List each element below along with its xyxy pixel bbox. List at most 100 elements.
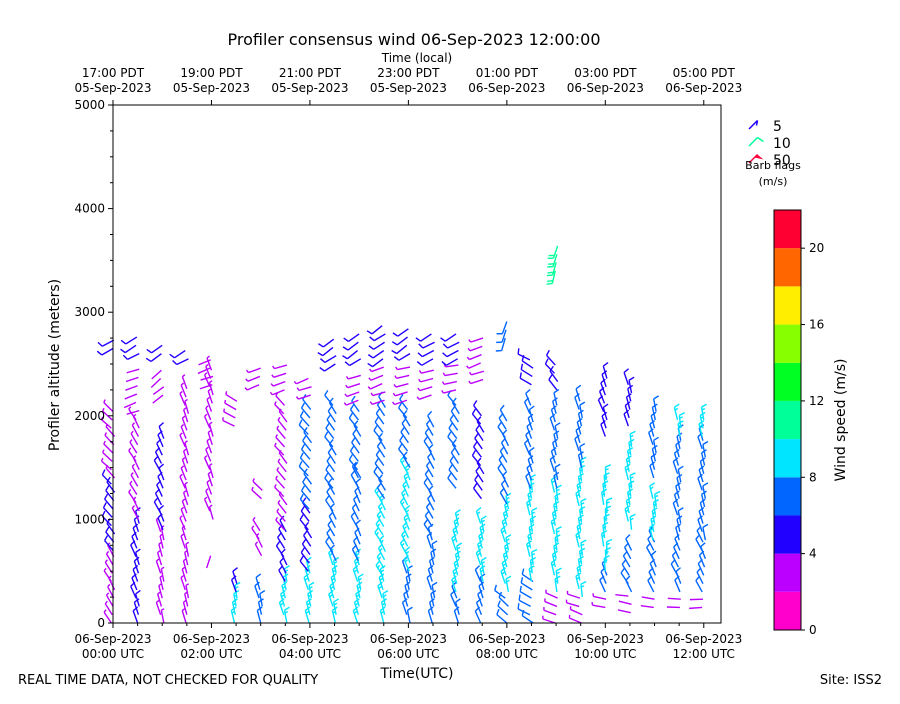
wind-barb-halfflag xyxy=(131,431,133,433)
colorbar-swatch xyxy=(774,515,801,553)
y-tick-label: 4000 xyxy=(74,202,105,216)
wind-barb-flag xyxy=(401,427,404,432)
wind-barb-halfflag xyxy=(182,609,185,611)
wind-barb-staff xyxy=(546,593,558,598)
wind-barb-staff xyxy=(182,611,186,623)
x-tick-date: 06-Sep-2023 xyxy=(567,632,644,646)
wind-column xyxy=(318,339,339,623)
wind-barb-flag xyxy=(375,528,378,533)
wind-barb-flag xyxy=(498,601,500,606)
wind-barb-staff xyxy=(522,361,533,368)
wind-barb-halfflag xyxy=(402,502,404,504)
wind-barb-flag xyxy=(328,448,332,453)
wind-barb-staff xyxy=(349,334,360,341)
wind-barb-staff xyxy=(545,602,557,607)
wind-barb-halfflag xyxy=(226,391,227,394)
wind-barb-flag xyxy=(368,363,373,366)
wind-barb-halfflag xyxy=(184,408,187,410)
wind-barb-flag xyxy=(342,356,347,359)
x-tick-time: 04:00 UTC xyxy=(279,647,341,661)
wind-column xyxy=(367,326,388,623)
wind-barb-flag xyxy=(702,404,707,407)
wind-barb-halfflag xyxy=(255,542,257,544)
wind-barb-halfflag xyxy=(209,422,212,424)
wind-column xyxy=(689,404,708,608)
wind-barb-staff xyxy=(601,424,605,436)
wind-barb-halfflag xyxy=(180,474,182,476)
wind-barb-staff xyxy=(575,439,579,451)
wind-barb-flag xyxy=(302,539,305,544)
wind-barb-staff xyxy=(689,607,702,608)
wind-barb-staff xyxy=(325,356,336,363)
wind-barb-flag xyxy=(352,438,355,443)
wind-barb-staff xyxy=(598,400,603,412)
wind-column xyxy=(270,365,289,623)
wind-barb-flag xyxy=(369,346,374,350)
wind-barb-halfflag xyxy=(104,610,106,613)
x-tick-time: 02:00 UTC xyxy=(180,647,242,661)
wind-barb-staff xyxy=(703,527,705,540)
wind-barb-halfflag xyxy=(252,526,254,529)
wind-barb-flag xyxy=(345,362,350,366)
wind-barb-flag xyxy=(506,576,511,579)
wind-barb-flag xyxy=(327,456,330,461)
x-tick-time: 00:00 UTC xyxy=(82,647,144,661)
wind-barb-staff xyxy=(502,322,506,334)
wind-barb-flag xyxy=(146,358,151,361)
wind-barb-halfflag xyxy=(132,423,134,425)
wind-barb-halfflag xyxy=(357,553,360,555)
wind-barb-halfflag xyxy=(131,473,133,475)
wind-barb-halfflag xyxy=(331,587,334,589)
wind-barb-staff xyxy=(209,424,213,436)
wind-barb-staff xyxy=(125,394,137,399)
wind-barb-flag xyxy=(443,353,447,357)
wind-barb-staff xyxy=(183,561,186,574)
wind-barb-flag xyxy=(233,568,238,572)
wind-barb-flag xyxy=(678,466,683,469)
top-tick-date: 05-Sep-2023 xyxy=(370,81,447,95)
wind-barb-halfflag xyxy=(253,478,254,481)
wind-barb-halfflag xyxy=(369,378,371,380)
wind-column xyxy=(97,340,114,623)
wind-barb-staff xyxy=(296,379,308,384)
wind-barb-flag xyxy=(394,357,399,361)
legend-barb-half xyxy=(756,121,757,126)
wind-barb-halfflag xyxy=(181,383,183,385)
wind-barb-flag xyxy=(521,577,522,583)
wind-barb-staff xyxy=(185,443,189,455)
wind-barb-staff xyxy=(423,342,435,348)
wind-barb-flag xyxy=(676,568,680,572)
wind-barb-flag xyxy=(626,535,630,539)
wind-barb-flag xyxy=(419,344,423,348)
wind-barb-staff xyxy=(668,598,681,599)
wind-barb-halfflag xyxy=(129,490,131,493)
wind-barb-flag xyxy=(318,353,323,356)
wind-barb-staff xyxy=(185,401,189,413)
wind-barb-staff xyxy=(154,460,160,471)
wind-barb-halfflag xyxy=(275,484,276,487)
wind-barb-flag xyxy=(102,470,105,475)
wind-barb-staff xyxy=(276,396,285,406)
wind-barb-halfflag xyxy=(224,409,225,412)
wind-barb-flag xyxy=(629,377,634,380)
wind-barb-halfflag xyxy=(419,379,421,382)
wind-barb-staff xyxy=(347,392,359,396)
wind-column xyxy=(543,246,562,623)
wind-barb-staff xyxy=(323,339,333,347)
wind-barb-halfflag xyxy=(103,450,104,453)
wind-barb-staff xyxy=(444,382,457,385)
wind-barb-flag xyxy=(121,340,126,344)
wind-barb-staff xyxy=(181,536,185,548)
wind-barb-flag xyxy=(318,344,323,347)
wind-barb-staff xyxy=(448,342,460,348)
wind-barb-halfflag xyxy=(405,560,407,562)
wind-barb-halfflag xyxy=(181,466,183,468)
wind-barb-halfflag xyxy=(105,433,107,436)
wind-barb-flag xyxy=(374,467,377,472)
y-axis-label: Profiler altitude (meters) xyxy=(47,279,63,451)
wind-column xyxy=(592,363,612,608)
wind-barb-flag xyxy=(449,465,452,470)
wind-barb-halfflag xyxy=(129,407,131,410)
y-tick-label: 2000 xyxy=(74,409,105,423)
